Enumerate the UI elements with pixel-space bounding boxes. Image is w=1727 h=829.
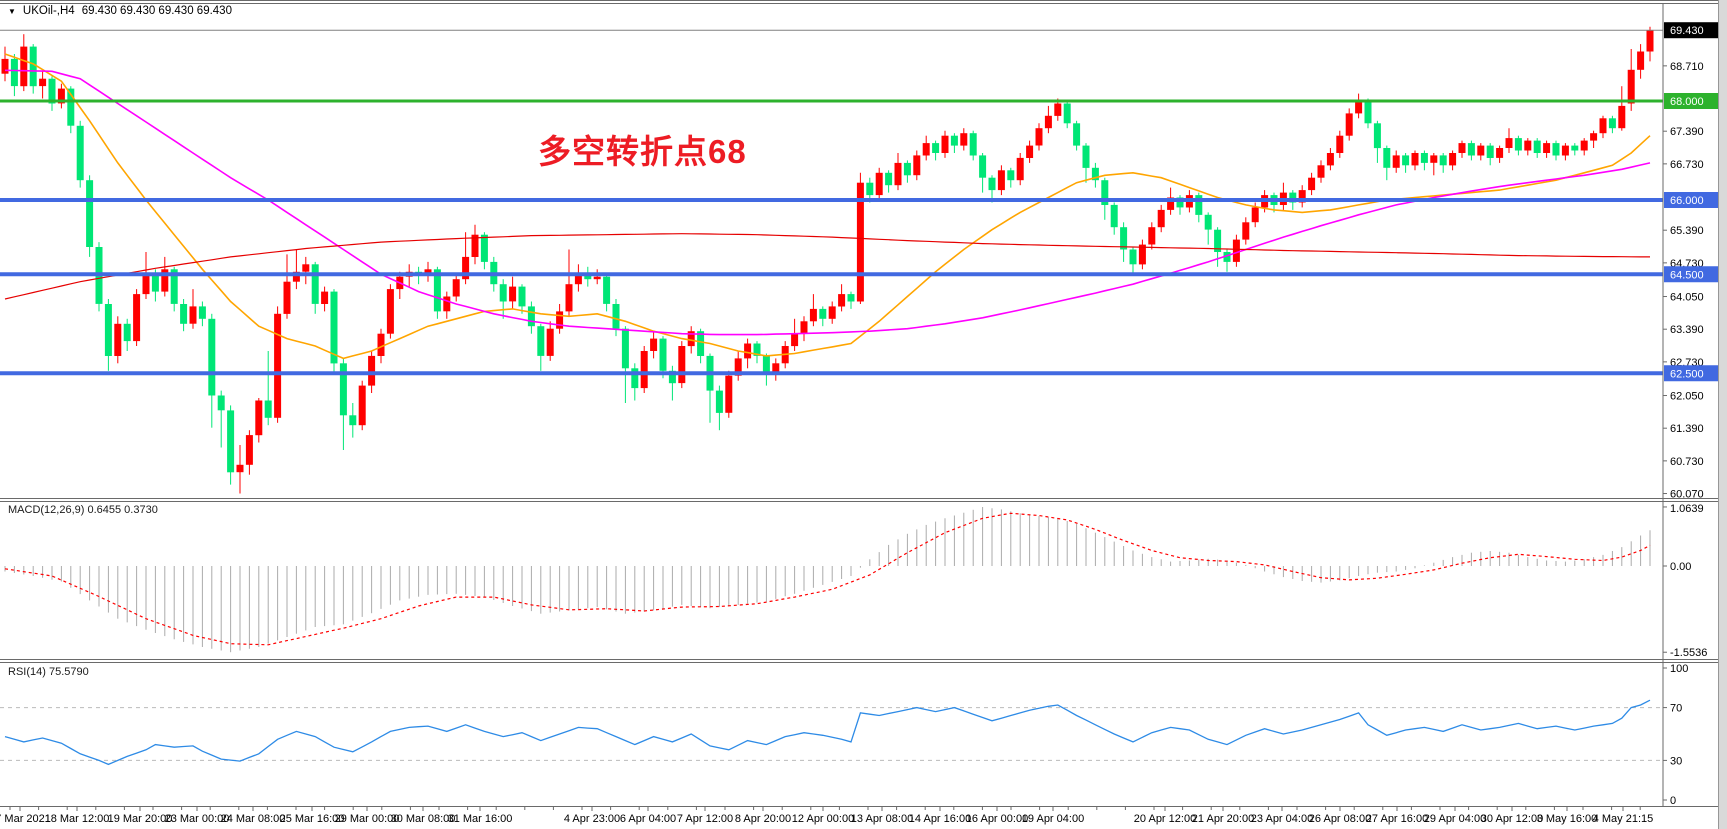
ohlc-quotes-label: 69.430 69.430 69.430 69.430 [81,5,232,17]
time-label: 12 Apr 00:00 [792,813,854,825]
time-axis-line [0,806,1727,807]
price-badge-62.500 [1664,365,1718,382]
price-badge-label-66.000: 66.000 [1670,195,1704,207]
macd-axis-1.0639: 1.0639 [1670,503,1704,515]
macd-panel-separator-2[interactable] [0,501,1727,502]
time-label: 3 May 16:00 [1537,813,1598,825]
window-top-border [0,0,1727,1]
price-tick-64.050: 64.050 [1670,292,1704,304]
time-label: 25 Mar 16:00 [280,813,345,825]
rsi-axis-0: 0 [1670,795,1676,807]
right-scrollbar-strip[interactable] [1718,0,1727,829]
ma-mid-magenta [4,69,1651,336]
symbol-period-label: UKOil-,H4 [22,5,75,17]
time-label: 24 Mar 08:00 [221,813,286,825]
rsi-axis-30: 30 [1670,755,1682,767]
price-badge-69.430 [1664,22,1718,39]
time-label: 8 Apr 20:00 [735,813,791,825]
price-tick-68.710: 68.710 [1670,61,1704,73]
price-badge-label-69.430: 69.430 [1670,25,1704,37]
time-label: 18 Mar 12:00 [45,813,110,825]
time-label: 27 Apr 16:00 [1366,813,1428,825]
time-label: 13 Apr 08:00 [851,813,913,825]
time-label: 4 Apr 23:00 [564,813,620,825]
price-tick-60.070: 60.070 [1670,489,1704,501]
rsi-panel-separator[interactable] [0,659,1727,660]
window-top-border-2 [0,3,1727,4]
price-tick-60.730: 60.730 [1670,456,1704,468]
candlestick-series [1,26,1654,494]
chart-annotation-text: 多空转折点68 [538,133,747,170]
price-tick-65.390: 65.390 [1670,225,1704,237]
time-label: 21 Apr 20:00 [1192,813,1254,825]
time-label: 31 Mar 16:00 [448,813,513,825]
time-label: 26 Apr 08:00 [1309,813,1371,825]
rsi-axis-100: 100 [1670,663,1688,675]
time-label: 20 Apr 12:00 [1134,813,1196,825]
rsi-panel-separator-2[interactable] [0,662,1727,663]
time-label: 16 Apr 00:00 [966,813,1028,825]
price-tick-66.730: 66.730 [1670,159,1704,171]
time-label: 17 Mar 2021 [0,813,51,825]
time-label: 23 Apr 04:00 [1251,813,1313,825]
rsi-axis-70: 70 [1670,703,1682,715]
ma-slow-red [4,233,1650,300]
macd-indicator-label: MACD(12,26,9) 0.6455 0.3730 [8,504,158,516]
price-badge-label-62.500: 62.500 [1670,368,1704,380]
macd-signal-line [4,512,1651,646]
price-tick-67.390: 67.390 [1670,126,1704,138]
macd-panel-separator[interactable] [0,498,1727,499]
rsi-line [4,699,1651,766]
time-label: 6 Apr 04:00 [620,813,676,825]
macd-axis-0.00: 0.00 [1670,561,1691,573]
price-badge-64.500 [1664,266,1718,283]
chart-title-bar: ▼ UKOil-,H4 69.430 69.430 69.430 69.430 [8,5,232,17]
time-label: 4 May 21:15 [1593,813,1654,825]
time-label: 7 Apr 12:00 [677,813,733,825]
time-label: 30 Mar 08:00 [391,813,456,825]
rsi-indicator-label: RSI(14) 75.5790 [8,666,89,678]
time-label: 29 Apr 04:00 [1424,813,1486,825]
price-badge-label-64.500: 64.500 [1670,269,1704,281]
price-tick-61.390: 61.390 [1670,423,1704,435]
price-tick-63.390: 63.390 [1670,324,1704,336]
price-badge-68.000 [1664,93,1718,109]
time-label: 30 Apr 12:00 [1481,813,1543,825]
time-label: 14 Apr 16:00 [909,813,971,825]
collapse-quotes-triangle-icon[interactable]: ▼ [8,6,16,16]
price-badge-label-68.000: 68.000 [1670,96,1704,108]
time-label: 29 Mar 00:00 [335,813,400,825]
macd-axis--1.5536: -1.5536 [1670,647,1707,659]
time-label: 19 Apr 04:00 [1022,813,1084,825]
time-label: 23 Mar 00:00 [165,813,230,825]
price-tick-62.050: 62.050 [1670,391,1704,403]
macd-histogram [4,507,1651,653]
time-label: 19 Mar 20:00 [108,813,173,825]
price-badge-66.000 [1664,192,1718,208]
